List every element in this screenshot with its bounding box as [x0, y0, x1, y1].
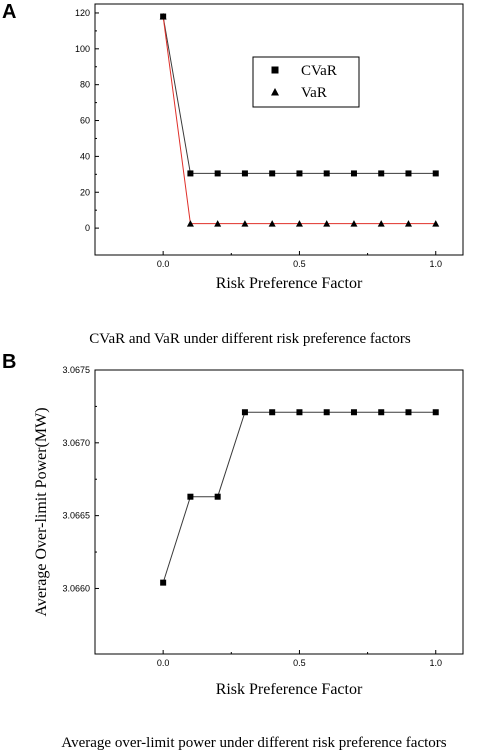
panel-b-letter: B	[2, 351, 16, 373]
chart-b-y-tick-label: 3.0665	[62, 511, 90, 521]
chart-a-plot-frame	[94, 3, 464, 256]
chart-a-series-2-point	[295, 220, 303, 227]
chart-b-series-1-point	[269, 409, 276, 416]
chart-a-legend-label-cvar: CVaR	[301, 63, 337, 79]
panel-b-caption: Average over-limit power under different…	[61, 735, 446, 751]
chart-b-series-1-point	[160, 579, 167, 586]
chart-a-x-tick-label: 0.0	[157, 259, 170, 269]
chart-a-y-tick-label: 80	[80, 80, 90, 90]
chart-b-x-tick-label: 0.0	[157, 658, 170, 668]
chart-b: 3.0660 3.0665 3.0670 3.0675 0.0 0.5 1.0 Risk Pr…	[33, 365, 464, 698]
chart-b-x-axis-title: Risk Preference Factor	[216, 681, 363, 698]
chart-a-y-tick-label: 100	[75, 44, 90, 54]
chart-a-series-1-point	[432, 170, 439, 177]
chart-b-series-1-point	[350, 409, 357, 416]
chart-a-series-1-point	[214, 170, 221, 177]
chart-b-y-tick-label: 3.0675	[62, 365, 90, 375]
chart-a-series-1-point	[405, 170, 412, 177]
chart-b-x-tick-label: 1.0	[429, 658, 442, 668]
chart-a-x-tick-label: 0.5	[293, 259, 306, 269]
chart-b-y-tick-label: 3.0670	[62, 438, 90, 448]
chart-a-series-1-point	[241, 170, 248, 177]
chart-a-series-2-point	[404, 220, 412, 227]
panel-a-caption: CVaR and VaR under different risk prefer…	[89, 331, 411, 347]
chart-a-legend-marker-cvar	[271, 66, 279, 74]
chart-a-series-1-point	[269, 170, 276, 177]
chart-a-legend-label-var: VaR	[301, 85, 327, 101]
chart-a-y-tick-label: 40	[80, 151, 90, 161]
chart-b-series-1-point	[432, 409, 439, 416]
chart-b-x-tick-label: 0.5	[293, 658, 306, 668]
chart-a-series-1-point	[350, 170, 357, 177]
chart-a-series-2-point	[241, 220, 249, 227]
chart-b-plot-frame	[94, 369, 464, 655]
chart-a-series-1-point	[187, 170, 194, 177]
chart-a-series-2-point	[377, 220, 385, 227]
chart-a-x-axis-title: Risk Preference Factor	[216, 275, 363, 292]
chart-a-legend-marker-var	[271, 88, 279, 96]
chart-a-y-tick-label: 120	[75, 8, 90, 18]
chart-a-x-tick-label: 1.0	[429, 259, 442, 269]
chart-a-series-2-point	[323, 220, 331, 227]
chart-a-series-1-point	[378, 170, 385, 177]
chart-a-series-2-point	[186, 220, 194, 227]
chart-a: 0 20 40 60 80 100 120 0.0 0.5 1.0 Risk Preference …	[75, 3, 464, 292]
chart-a-series-1-point	[296, 170, 303, 177]
chart-b-series-1-point	[405, 409, 412, 416]
chart-b-y-axis-title: Average Over-limit Power(MW)	[33, 407, 50, 616]
chart-a-y-tick-label: 20	[80, 187, 90, 197]
chart-a-series-2-point	[432, 220, 440, 227]
chart-b-series-1-line	[162, 411, 436, 583]
chart-b-series-1-point	[296, 409, 303, 416]
chart-b-series-1-point	[378, 409, 385, 416]
chart-a-series-2-point	[350, 220, 358, 227]
chart-a-y-tick-label: 0	[85, 223, 90, 233]
chart-a-series-1-point	[323, 170, 330, 177]
chart-a-series-2-line	[162, 16, 436, 225]
chart-a-series-2-point	[214, 220, 222, 227]
panel-a-letter: A	[2, 1, 16, 23]
chart-b-series-1-point	[323, 409, 330, 416]
chart-b-series-1-point	[241, 409, 248, 416]
chart-a-series-2-point	[268, 220, 276, 227]
chart-b-y-tick-label: 3.0660	[62, 583, 90, 593]
chart-b-series-1-point	[187, 493, 194, 500]
chart-a-series-2-point	[159, 13, 167, 20]
chart-a-legend-box	[252, 56, 360, 108]
chart-b-series-1-point	[214, 493, 221, 500]
chart-a-y-tick-label: 60	[80, 116, 90, 126]
